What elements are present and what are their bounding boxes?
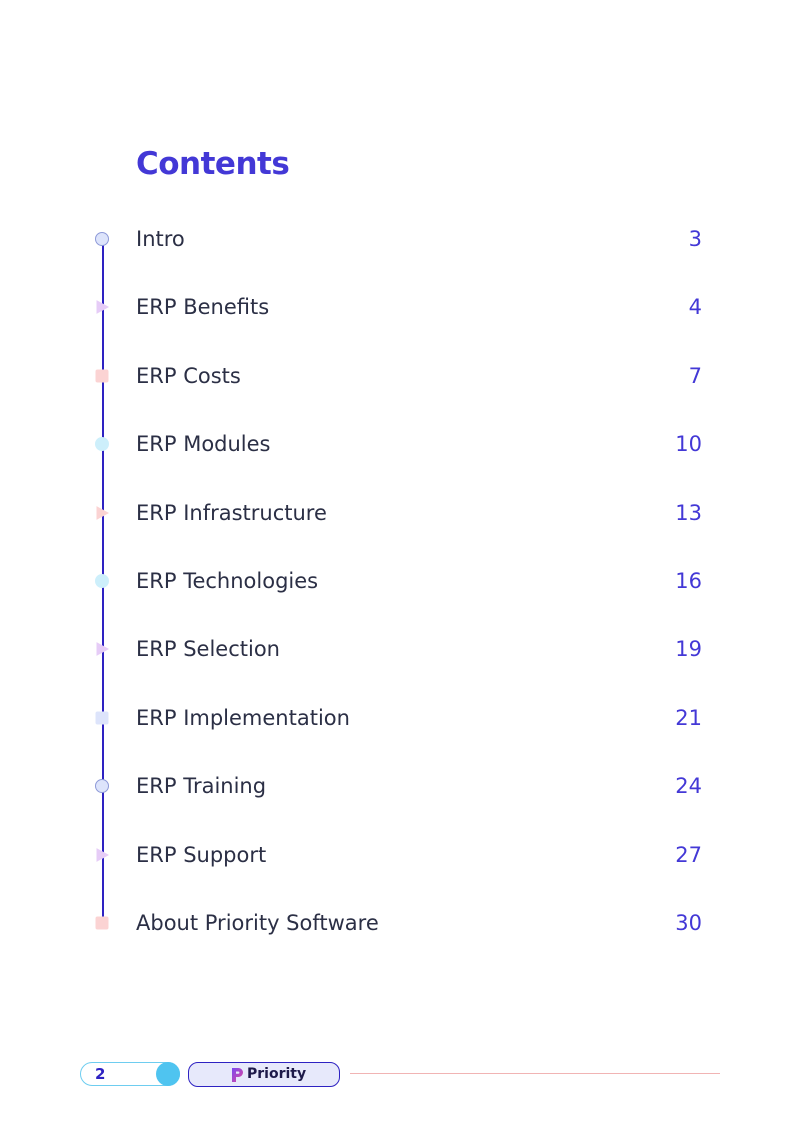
toc-entry-title[interactable]: ERP Selection xyxy=(136,637,280,662)
circle-marker-icon xyxy=(94,436,110,452)
page-number-dot xyxy=(156,1062,180,1086)
toc-entry[interactable]: About Priority Software 30 xyxy=(0,903,800,943)
toc-entry-page[interactable]: 30 xyxy=(675,911,702,935)
toc-entry-page[interactable]: 24 xyxy=(675,774,702,799)
triangle-marker-icon xyxy=(94,847,110,863)
toc-entry[interactable]: ERP Costs 7 xyxy=(0,356,800,396)
toc-entry-title[interactable]: About Priority Software xyxy=(136,911,379,935)
priority-logo: Priority xyxy=(188,1062,340,1087)
toc-entry-page[interactable]: 13 xyxy=(675,500,702,525)
square-marker-icon xyxy=(94,368,110,384)
triangle-marker-icon xyxy=(94,505,110,521)
toc-entry-page[interactable]: 21 xyxy=(675,705,702,730)
toc-entry[interactable]: ERP Benefits 4 xyxy=(0,287,800,327)
logo-text: Priority xyxy=(247,1066,307,1082)
toc-entry-page[interactable]: 10 xyxy=(675,432,702,457)
toc-entry-title[interactable]: ERP Technologies xyxy=(136,569,319,593)
toc-entry-title[interactable]: ERP Modules xyxy=(136,432,271,457)
circle-marker-icon xyxy=(94,573,110,589)
toc-entry[interactable]: ERP Infrastructure 13 xyxy=(0,493,800,533)
toc-entry[interactable]: ERP Technologies 16 xyxy=(0,561,800,601)
toc-list: Intro 3 ERP Benefits 4 ERP Costs 7 ERP Modules… xyxy=(0,219,800,943)
toc-entry-page[interactable]: 3 xyxy=(688,227,702,251)
toc-entry-title[interactable]: ERP Support xyxy=(136,842,267,867)
page-number-pill: 2 xyxy=(80,1062,180,1086)
triangle-marker-icon xyxy=(94,641,110,657)
square-marker-icon xyxy=(94,710,110,726)
toc-entry-title[interactable]: ERP Benefits xyxy=(136,295,270,320)
toc-entry-title[interactable]: ERP Infrastructure xyxy=(136,500,327,525)
circle-marker-icon xyxy=(94,231,110,247)
toc-entry-page[interactable]: 19 xyxy=(675,637,702,662)
toc-entry-title[interactable]: Intro xyxy=(136,227,185,251)
toc-entry[interactable]: ERP Selection 19 xyxy=(0,629,800,669)
toc-entry-page[interactable]: 27 xyxy=(675,842,702,867)
toc-entry-title[interactable]: ERP Costs xyxy=(136,363,241,388)
toc-entry-page[interactable]: 7 xyxy=(688,363,702,388)
toc-entry[interactable]: ERP Support 27 xyxy=(0,835,800,875)
toc-entry-page[interactable]: 16 xyxy=(675,569,702,593)
footer-divider xyxy=(350,1073,720,1074)
toc-entry[interactable]: Intro 3 xyxy=(0,219,800,259)
triangle-marker-icon xyxy=(94,299,110,315)
circle-marker-icon xyxy=(94,778,110,794)
square-marker-icon xyxy=(94,915,110,931)
toc-entry[interactable]: ERP Implementation 21 xyxy=(0,698,800,738)
priority-logo-icon xyxy=(232,1068,243,1082)
toc-entry[interactable]: ERP Training 24 xyxy=(0,766,800,806)
page-number: 2 xyxy=(95,1065,106,1083)
page-title: Contents xyxy=(136,146,290,182)
toc-entry-title[interactable]: ERP Implementation xyxy=(136,705,350,730)
toc-entry-page[interactable]: 4 xyxy=(688,295,702,320)
toc-entry[interactable]: ERP Modules 10 xyxy=(0,424,800,464)
toc-entry-title[interactable]: ERP Training xyxy=(136,774,267,799)
